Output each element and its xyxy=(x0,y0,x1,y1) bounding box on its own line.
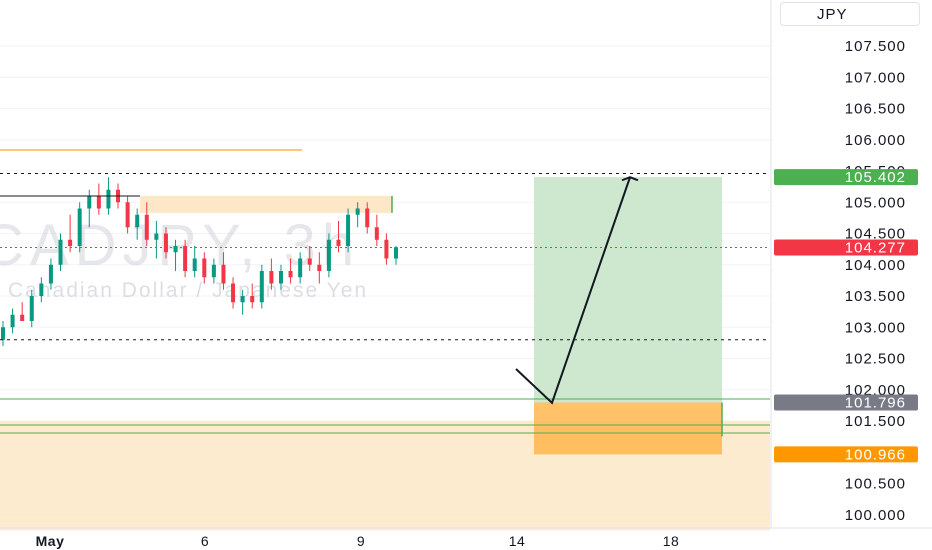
candle-body xyxy=(173,246,178,253)
candle-body xyxy=(288,271,293,278)
candle-body xyxy=(231,283,236,303)
target-price-badge-label: 105.402 xyxy=(845,169,906,186)
horizontal-levels xyxy=(0,173,770,434)
candle-body xyxy=(1,327,5,340)
candle-body xyxy=(135,214,140,228)
price-tick-label: 106.500 xyxy=(845,101,906,118)
time-axis[interactable]: May 6 9 14 18 xyxy=(0,527,932,549)
candle-body xyxy=(240,296,245,303)
candle-body xyxy=(87,196,92,209)
price-tick-label: 104.500 xyxy=(845,226,906,243)
candle-body xyxy=(77,208,82,246)
currency-selector[interactable]: JPY xyxy=(780,2,920,26)
candle-body xyxy=(183,246,188,271)
candle-body xyxy=(163,233,168,253)
price-badges: 105.402 104.277 101.796 100.966 xyxy=(774,169,918,463)
supply-zone xyxy=(140,196,392,213)
candle-body xyxy=(326,239,331,271)
profit-zone xyxy=(534,177,722,403)
target-price-badge-bg xyxy=(774,169,918,186)
candle-body xyxy=(96,196,101,209)
candle-body xyxy=(20,314,25,321)
stop-price-badge-label: 100.966 xyxy=(845,446,906,463)
candle-body xyxy=(39,283,44,296)
candle-body xyxy=(317,264,322,271)
price-tick-label: 103.500 xyxy=(845,288,906,305)
loss-zone xyxy=(534,402,722,455)
candle-body xyxy=(144,214,149,240)
price-tick-label: 101.500 xyxy=(845,413,906,430)
arrow-head xyxy=(621,176,639,182)
candle-body xyxy=(278,271,283,284)
candle-body xyxy=(365,208,370,228)
candle-body xyxy=(355,208,360,215)
price-tick-label: 103.000 xyxy=(845,319,906,336)
current-price-badge-bg xyxy=(774,239,918,256)
candle-body xyxy=(202,258,207,278)
candle-body xyxy=(307,258,312,265)
candle-body xyxy=(221,264,226,284)
candle-body xyxy=(336,239,341,246)
candle-body xyxy=(58,239,63,265)
time-tick-label: 14 xyxy=(509,533,526,549)
candle-body xyxy=(154,233,159,240)
candle-body xyxy=(384,239,389,259)
price-tick-label: 106.000 xyxy=(845,132,906,149)
entry-price-badge-bg xyxy=(774,394,918,411)
time-tick-label: 18 xyxy=(663,533,680,549)
projection-arrow xyxy=(515,176,639,405)
time-tick-label: May xyxy=(36,533,65,549)
watermark-description: Canadian Dollar / Japanese Yen xyxy=(8,279,368,302)
time-tick-label: 9 xyxy=(357,533,365,549)
price-tick-label: 107.500 xyxy=(845,38,906,55)
candlestick-series xyxy=(1,177,398,346)
price-tick-label: 104.000 xyxy=(845,257,906,274)
candle-body xyxy=(68,239,73,246)
time-tick-label: 6 xyxy=(201,533,209,549)
price-tick-label: 100.500 xyxy=(845,476,906,493)
candle-body xyxy=(269,271,274,284)
candle-body xyxy=(211,264,216,278)
candle-body xyxy=(298,258,303,278)
price-tick-label: 107.000 xyxy=(845,69,906,86)
projection-path xyxy=(515,176,631,405)
price-tick-label: 105.000 xyxy=(845,194,906,211)
candle-body xyxy=(374,227,379,240)
watermark-symbol: CADJPY, 3h xyxy=(0,213,360,278)
candle-body xyxy=(259,271,264,303)
drawing-zones xyxy=(0,149,770,531)
currency-label: JPY xyxy=(817,5,848,23)
candle-body xyxy=(250,296,255,303)
current-price-badge-label: 104.277 xyxy=(845,239,906,256)
candle-body xyxy=(48,264,53,284)
candle-body xyxy=(106,189,111,209)
candle-body xyxy=(346,214,351,246)
entry-price-badge-label: 101.796 xyxy=(845,395,906,412)
candle-body xyxy=(29,296,34,321)
price-tick-label: 102.500 xyxy=(845,351,906,368)
price-tick-label: 100.000 xyxy=(845,507,906,524)
candle-body xyxy=(10,314,15,328)
candle-body xyxy=(192,258,197,271)
candle-body xyxy=(394,247,398,259)
stop-price-badge-bg xyxy=(774,446,918,463)
candle-body xyxy=(125,202,130,228)
